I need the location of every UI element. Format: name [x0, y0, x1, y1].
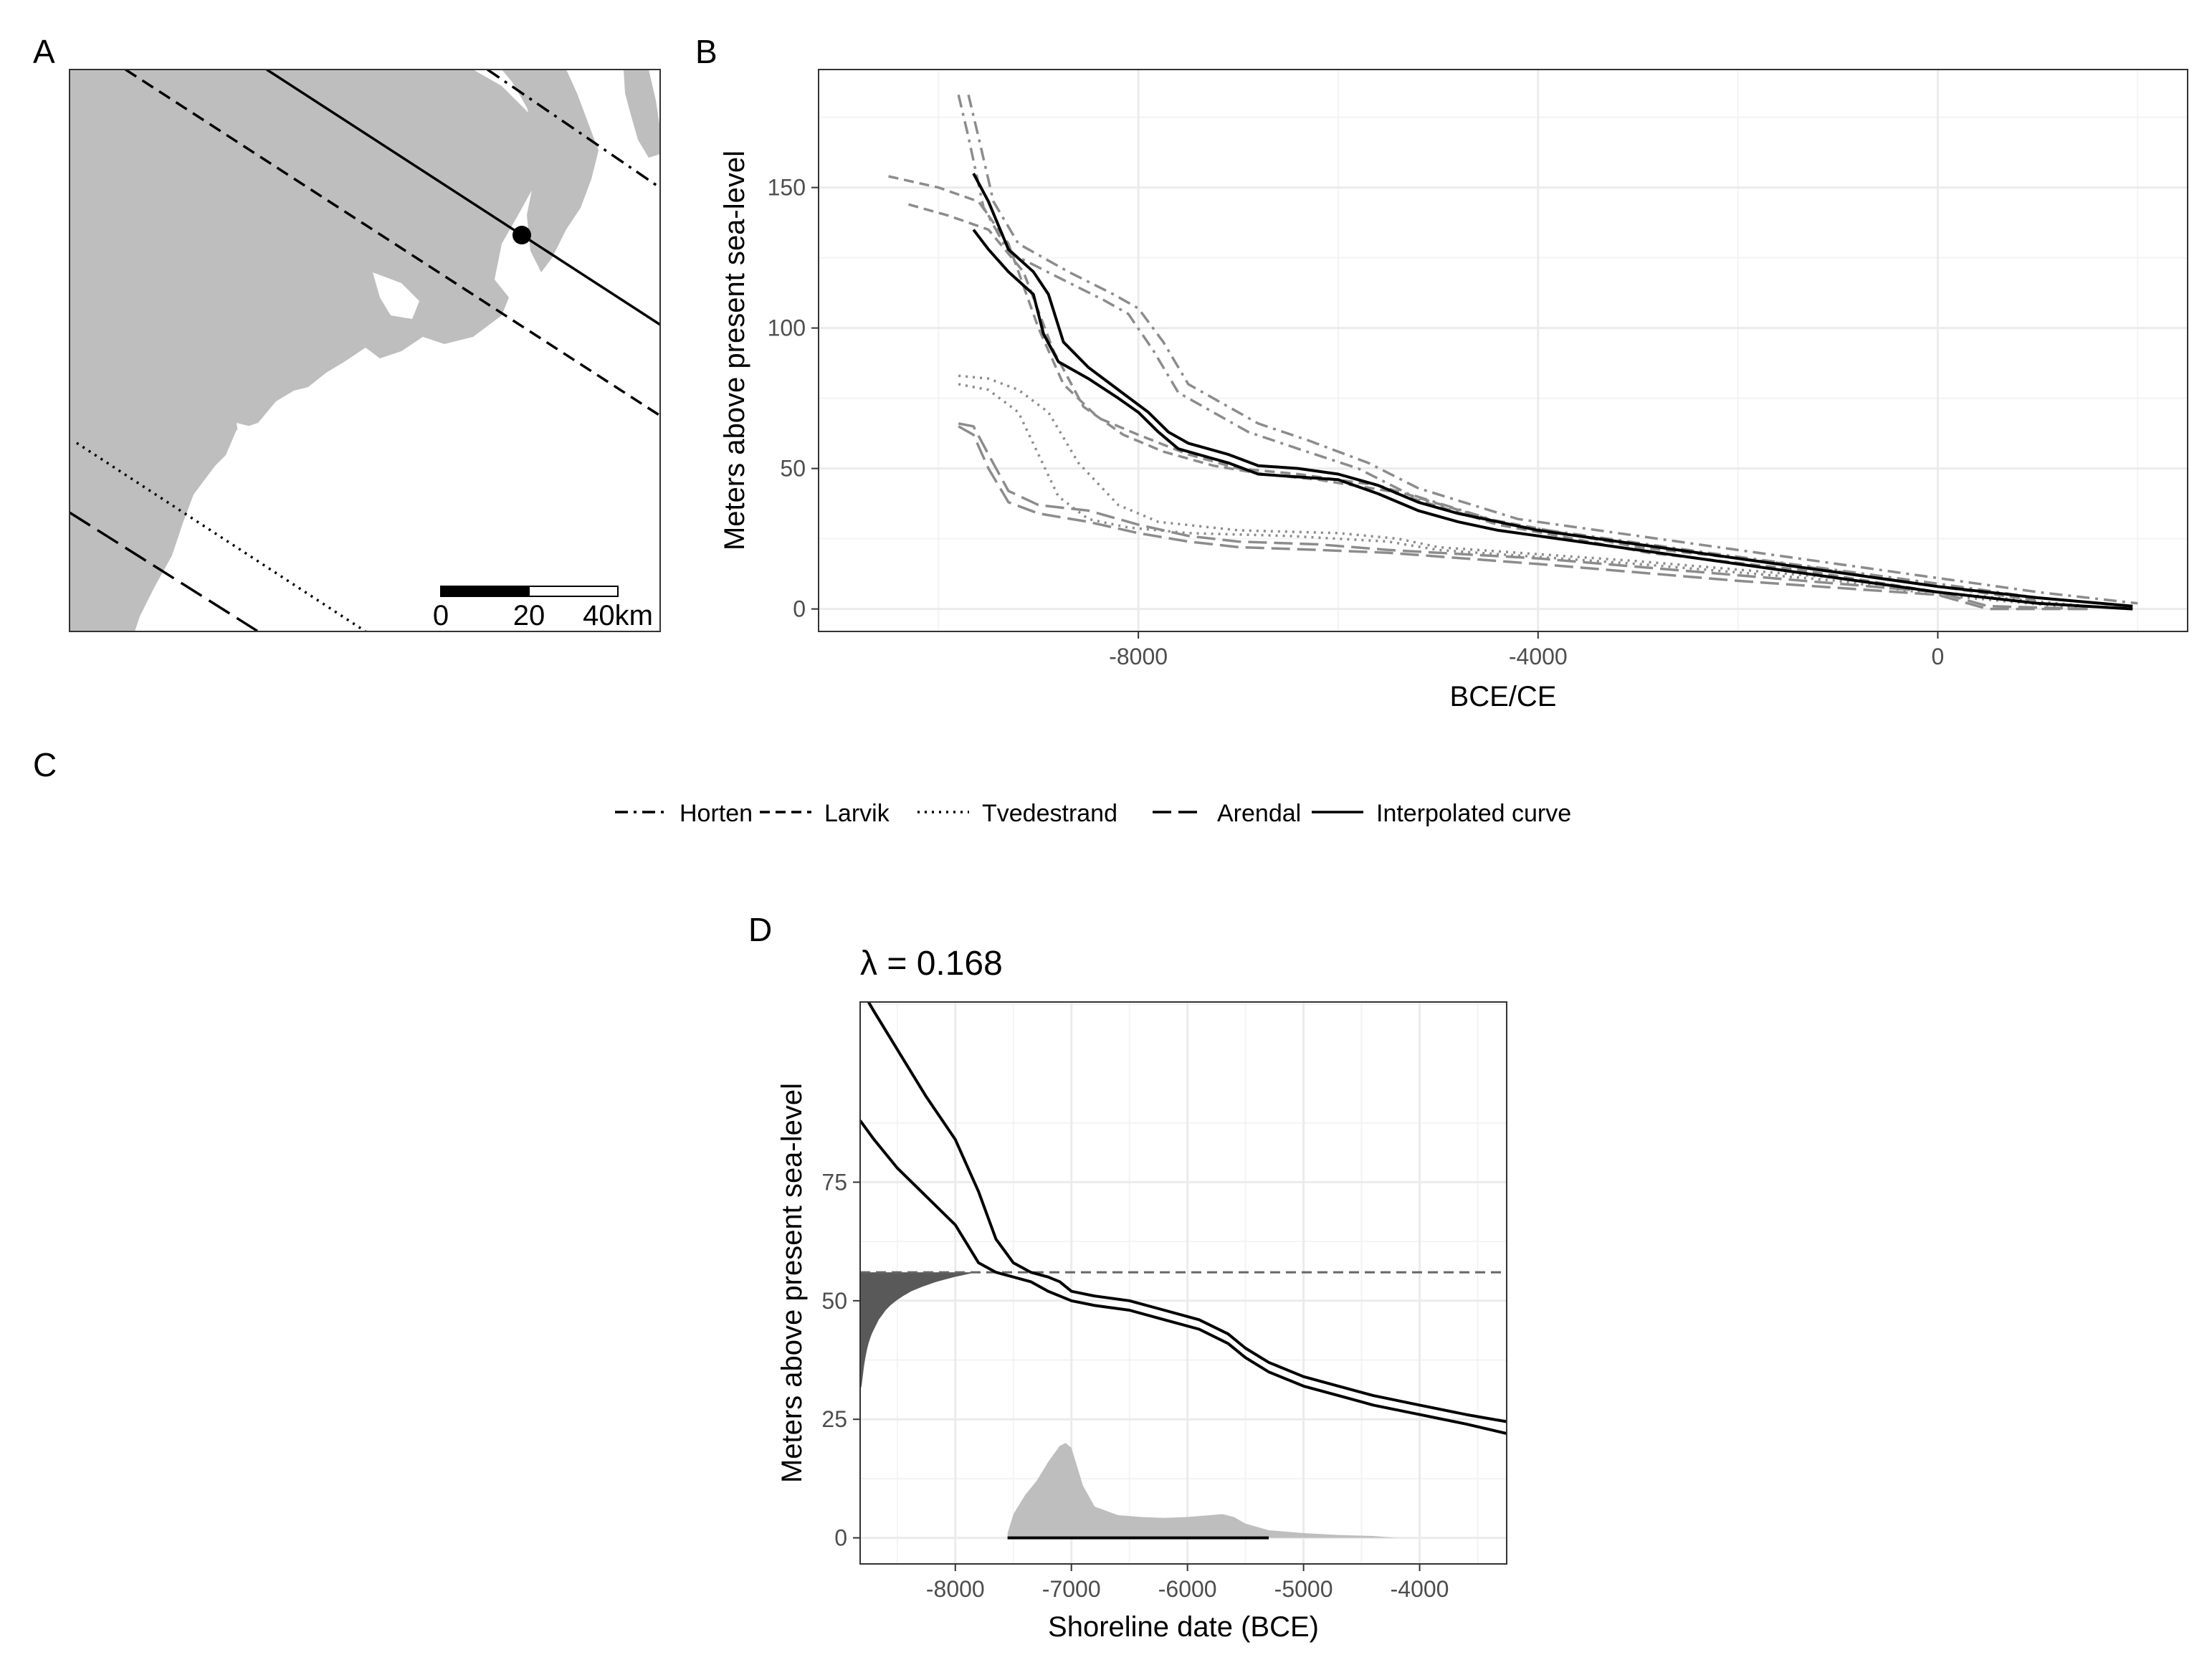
- legend-item-horten: Horten: [615, 800, 753, 827]
- legend-label: Tvedestrand: [982, 800, 1117, 827]
- isobase-interpolated: [266, 70, 660, 326]
- curve-interpolated-curve-upper: [972, 173, 2133, 608]
- elevation-density: [860, 1272, 976, 1391]
- chart-b-x-tick-label: -8000: [1109, 644, 1168, 669]
- chart-d-xlabel: Shoreline date (BCE): [1048, 1611, 1319, 1643]
- legend-label: Larvik: [824, 800, 890, 827]
- isobase-horten: [487, 70, 660, 189]
- land-mass: [70, 70, 541, 631]
- chart-d-ylabel: Meters above present sea-level: [776, 1083, 808, 1483]
- isobase-tvedestrand: [76, 442, 366, 631]
- site-marker: [513, 226, 531, 244]
- date-density: [1007, 1443, 1397, 1538]
- legend-item-tvedestrand: Tvedestrand: [917, 800, 1117, 827]
- chart-b: -8000 -4000 0 0 50 100 150 BCE/CE Meters above…: [719, 69, 2188, 712]
- isobase-larvik: [125, 70, 660, 417]
- chart-d: λ = 0.168 -8000 -7000 -6000 -5000 -4000 0 25 50…: [776, 945, 1507, 1643]
- chart-b-x-tick-label: -4000: [1509, 644, 1568, 669]
- legend-label: Interpolated curve: [1376, 800, 1571, 827]
- chart-b-y-tick-label: 0: [793, 596, 806, 622]
- chart-b-xlabel: BCE/CE: [1450, 681, 1557, 712]
- chart-b-axes: -8000 -4000 0 0 50 100 150: [768, 175, 1945, 669]
- inlet: [373, 272, 419, 319]
- legend-label: Arendal: [1217, 800, 1301, 827]
- chart-d-x-tick-label: -8000: [926, 1576, 985, 1602]
- chart-d-axes: -8000 -7000 -6000 -5000 -4000 0 25 50 75: [821, 1169, 1449, 1602]
- chart-d-x-tick-label: -6000: [1158, 1576, 1217, 1602]
- displacement-curve-lower: [860, 1120, 1507, 1436]
- chart-b-ylabel: Meters above present sea-level: [719, 151, 750, 550]
- chart-b-y-tick-label: 50: [780, 456, 806, 482]
- map-panel: 0 20 40km: [69, 69, 661, 632]
- legend-item-larvik: Larvik: [760, 800, 890, 827]
- chart-d-x-tick-label: -7000: [1042, 1576, 1101, 1602]
- chart-d-title: λ = 0.168: [860, 945, 1003, 983]
- chart-d-y-tick-label: 50: [821, 1288, 847, 1314]
- scale-label-0: 0: [433, 600, 449, 631]
- curve-arendal-upper: [958, 422, 2088, 611]
- curve-arendal-lower: [958, 425, 2088, 611]
- panel-label-a: A: [33, 33, 55, 70]
- chart-b-y-tick-label: 100: [768, 315, 806, 341]
- chart-d-x-tick-label: -4000: [1391, 1576, 1449, 1602]
- panel-label-d: D: [748, 911, 772, 948]
- chart-d-grid: [860, 1002, 1507, 1564]
- chart-d-y-tick-label: 75: [821, 1169, 847, 1195]
- scale-bar: 0 20 40km: [433, 586, 653, 631]
- scale-label-20: 20: [513, 600, 545, 631]
- chart-b-x-tick-label: 0: [1932, 644, 1945, 669]
- legend-label: Horten: [680, 800, 753, 827]
- curve-tvedestrand-upper: [958, 374, 2088, 608]
- legend: Horten Larvik Tvedestrand Arendal Interpolat…: [615, 800, 1571, 827]
- chart-b-grid: [819, 70, 2188, 631]
- curve-larvik-lower: [908, 203, 2039, 605]
- curve-interpolated-curve-lower: [972, 229, 2133, 611]
- scale-label-40km: 40km: [583, 600, 653, 631]
- land-mass-east: [502, 70, 599, 272]
- chart-b-y-tick-label: 150: [768, 175, 806, 201]
- panel-label-c: C: [33, 746, 57, 783]
- panel-label-b: B: [695, 33, 718, 70]
- inlet: [237, 423, 283, 459]
- legend-item-arendal: Arendal: [1153, 800, 1301, 827]
- chart-b-series: [888, 94, 2138, 611]
- curve-horten-upper: [967, 94, 2138, 605]
- legend-item-interpolated-curve: Interpolated curve: [1312, 800, 1571, 827]
- island: [624, 70, 660, 158]
- chart-d-y-tick-label: 0: [834, 1525, 847, 1551]
- chart-d-y-tick-label: 25: [821, 1406, 847, 1432]
- displacement-curve-upper: [867, 1002, 1507, 1423]
- chart-d-series: [860, 1002, 1507, 1540]
- chart-d-x-tick-label: -5000: [1274, 1576, 1333, 1602]
- isobase-arendal: [70, 511, 259, 631]
